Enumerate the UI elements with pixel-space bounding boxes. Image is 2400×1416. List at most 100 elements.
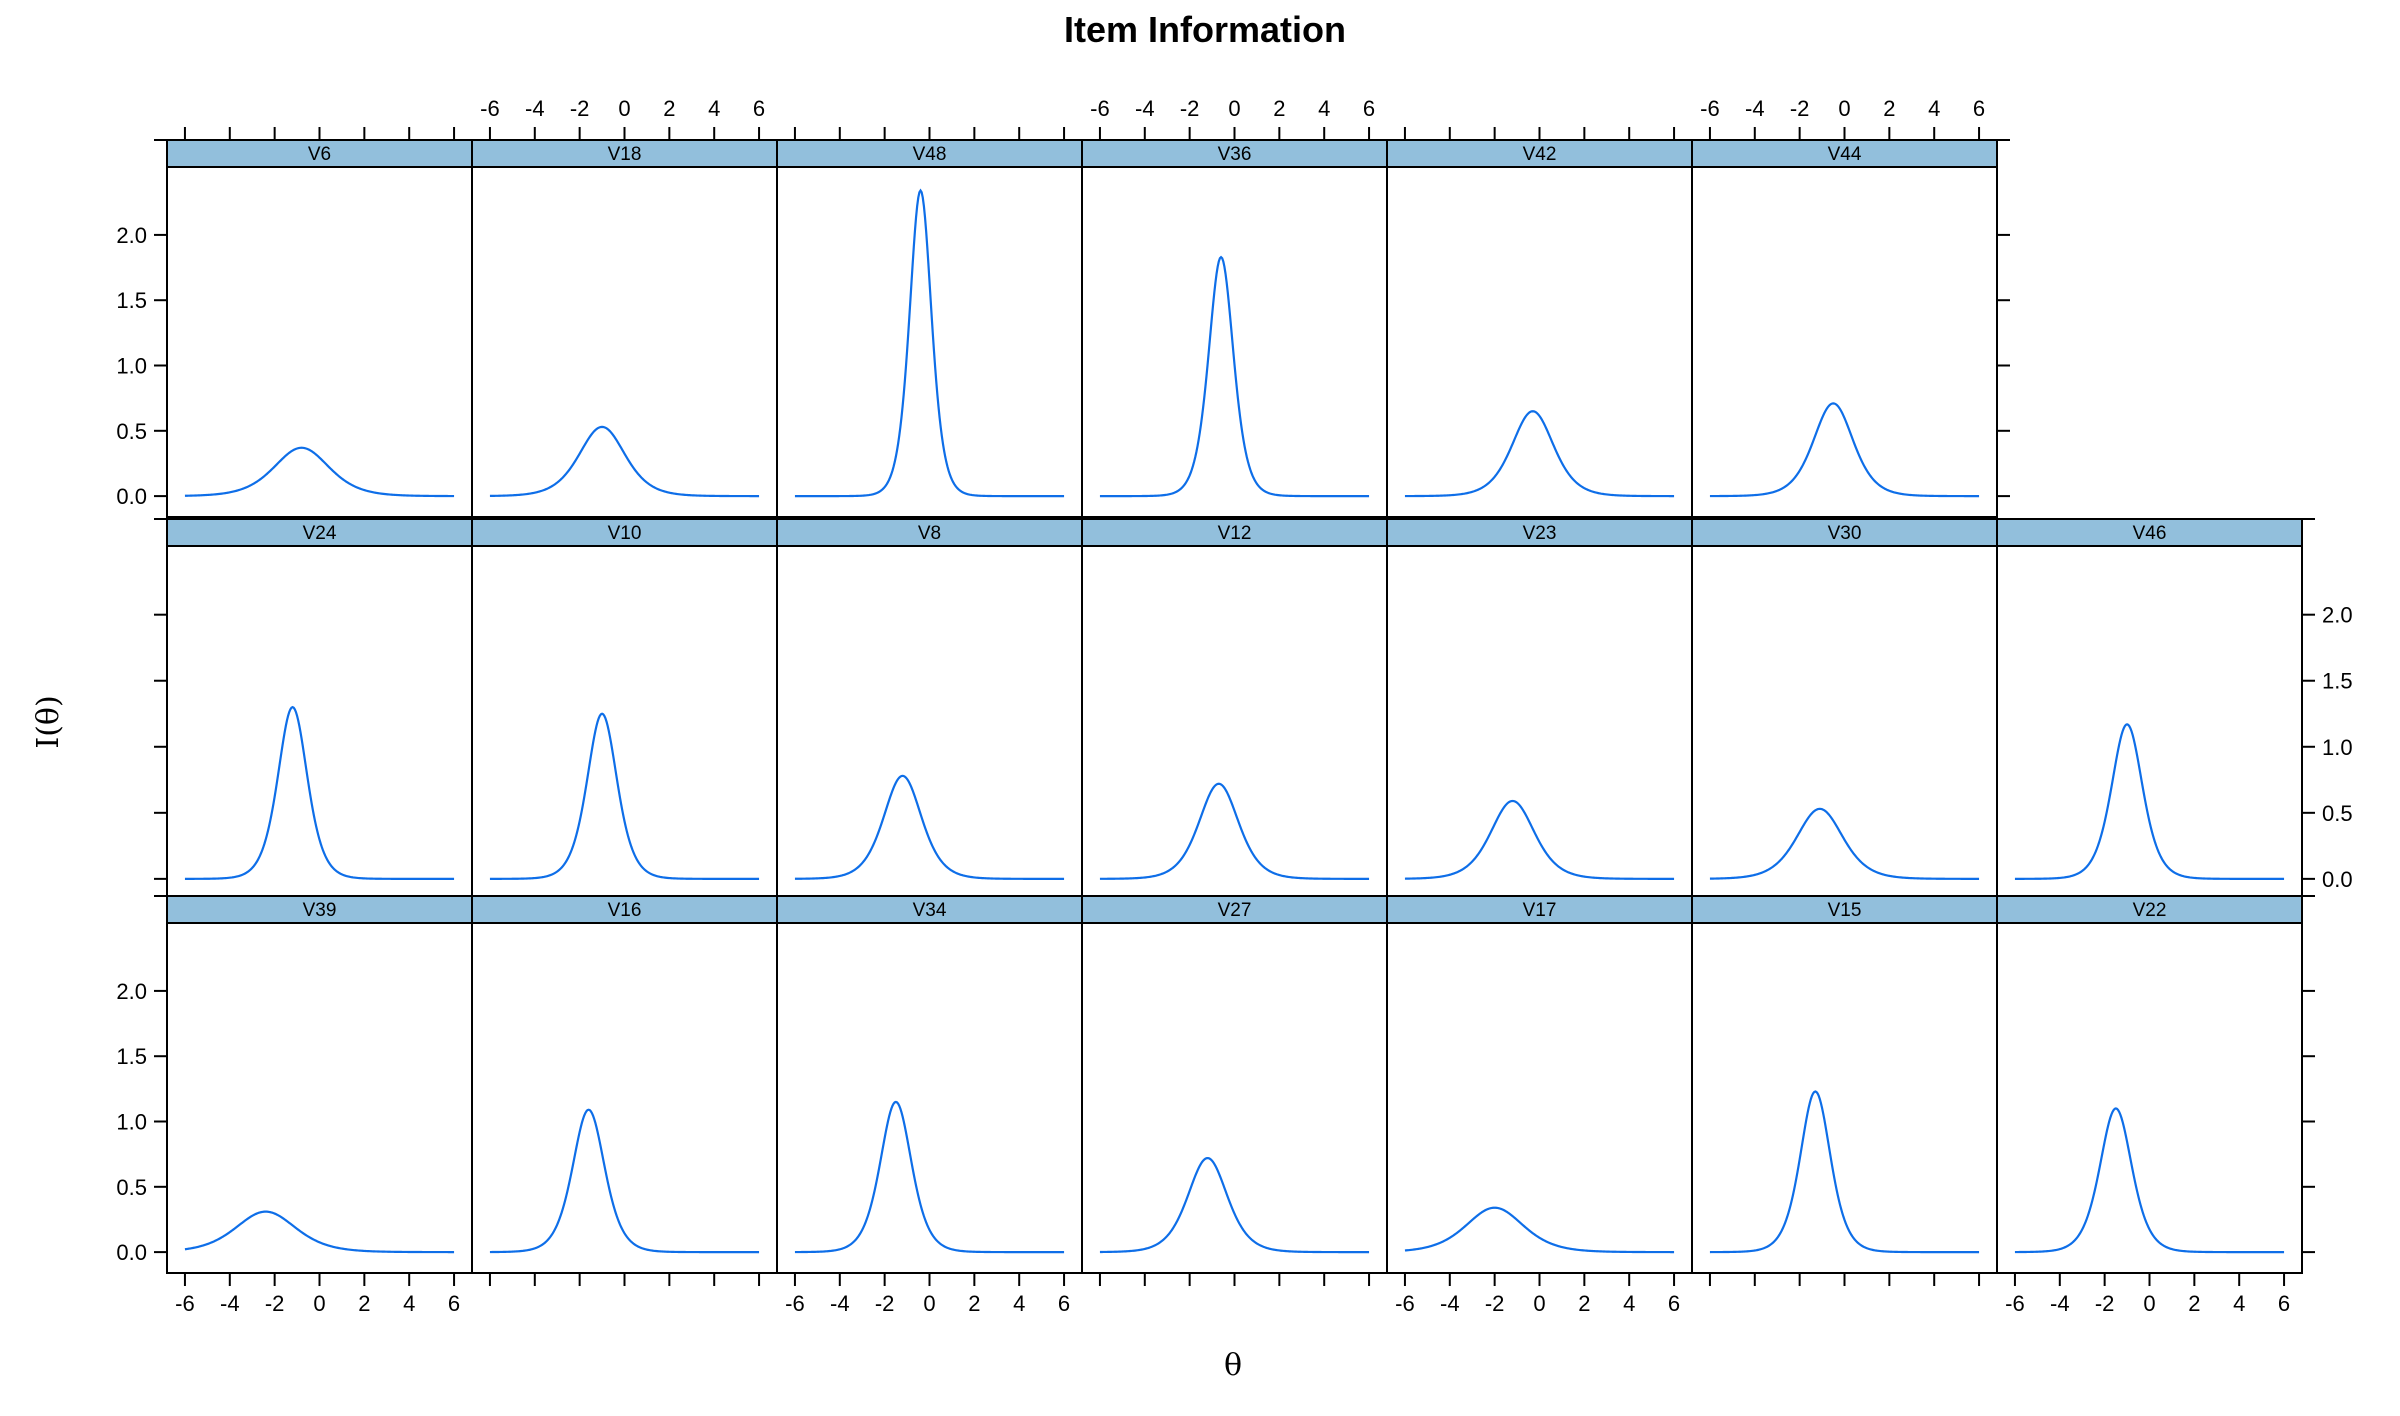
panel-v27: V27: [1081, 895, 1388, 1286]
series-line-v18: [489, 425, 760, 498]
panel-frame: [166, 166, 473, 518]
x-tick-label: 4: [1318, 96, 1330, 121]
panel-strip: [1691, 518, 1998, 547]
x-tick-label: -6: [785, 1291, 805, 1316]
x-tick-label: -4: [1440, 1291, 1460, 1316]
panel-v34: V34 -6 -4 -2 0 2 4 6: [776, 895, 1083, 1316]
series-line-v24: [184, 705, 455, 880]
panel-v8: V8: [776, 518, 1083, 901]
panel-frame: [1996, 545, 2303, 901]
panel-v18: V18 -6 -4 -2 0 2 4 6: [471, 96, 778, 518]
y-tick-label: 1.5: [2322, 669, 2353, 694]
panel-strip-label: V36: [1218, 144, 1252, 165]
x-tick-label: -2: [570, 96, 590, 121]
panel-strip-label: V23: [1523, 523, 1557, 544]
panel-frame: [1691, 166, 1998, 518]
x-tick-label: 4: [708, 96, 720, 121]
y-tick-label: 2.0: [116, 223, 147, 248]
panel-strip-label: V10: [608, 523, 642, 544]
panel-strip-label: V44: [1828, 144, 1862, 165]
panel-v12: V12: [1081, 518, 1388, 901]
panel-strip-label: V42: [1523, 144, 1557, 165]
series-line-v15: [1709, 1090, 1980, 1254]
panel-v46: V46: [1996, 518, 2303, 901]
y-tick-label: 1.5: [116, 1044, 147, 1069]
x-tick-label: 4: [1623, 1291, 1635, 1316]
series-line-v10: [489, 712, 760, 880]
chart-title: Item Information: [1064, 9, 1346, 50]
panel-strip: [776, 518, 1083, 547]
y-tick-label: 1.0: [116, 354, 147, 379]
x-tick-label: 4: [1928, 96, 1940, 121]
panel-frame: [776, 166, 1083, 518]
x-tick-label: -4: [1135, 96, 1155, 121]
x-tick-label: -6: [1700, 96, 1720, 121]
x-tick-label: -2: [1180, 96, 1200, 121]
panel-strip-label: V18: [608, 144, 642, 165]
panel-v17: V17 -6 -4 -2 0 2 4 6: [1386, 895, 1693, 1316]
x-tick-label: -2: [1485, 1291, 1505, 1316]
x-tick-label: -2: [265, 1291, 285, 1316]
panel-frame: [471, 166, 778, 518]
panel-frame: [1081, 166, 1388, 518]
x-tick-label: 2: [968, 1291, 980, 1316]
x-tick-label: 0: [2143, 1291, 2155, 1316]
panel-frame: [776, 922, 1083, 1274]
x-tick-label: 2: [1273, 96, 1285, 121]
x-tick-label: -4: [220, 1291, 240, 1316]
y-tick-label: 0.0: [116, 484, 147, 509]
series-line-v22: [2014, 1107, 2285, 1254]
series-line-v30: [1709, 807, 1980, 880]
y-tick-label: 0.0: [116, 1240, 147, 1265]
x-tick-label: 0: [1533, 1291, 1545, 1316]
panel-v44: V44 -6 -4 -2 0 2 4 6: [1691, 96, 1998, 518]
series-line-v36: [1099, 255, 1370, 498]
x-tick-label: 6: [1363, 96, 1375, 121]
series-line-v39: [184, 1210, 455, 1254]
panel-strip: [1081, 518, 1388, 547]
panel-v10: V10: [471, 518, 778, 901]
panel-frame: [166, 545, 473, 901]
panel-frame: [1386, 166, 1693, 518]
series-line-v44: [1709, 402, 1980, 498]
panel-strip: [1691, 139, 1998, 168]
panel-strip-label: V34: [913, 900, 947, 921]
x-tick-label: -2: [2095, 1291, 2115, 1316]
y-tick-label: 1.5: [116, 288, 147, 313]
x-tick-label: 0: [923, 1291, 935, 1316]
x-tick-label: 6: [753, 96, 765, 121]
panel-strip-label: V24: [303, 523, 337, 544]
panel-strip: [471, 518, 778, 547]
panel-v36: V36 -6 -4 -2 0 2 4 6: [1081, 96, 1388, 518]
series-line-v12: [1099, 782, 1370, 880]
panel-v30: V30: [1691, 518, 1998, 901]
x-tick-label: 4: [2233, 1291, 2245, 1316]
x-tick-label: 2: [358, 1291, 370, 1316]
series-line-v27: [1099, 1156, 1370, 1254]
panel-strip: [166, 895, 473, 924]
y-tick-label: 1.0: [2322, 735, 2353, 760]
x-tick-label: -4: [525, 96, 545, 121]
panel-frame: [471, 545, 778, 901]
x-tick-label: 0: [313, 1291, 325, 1316]
panel-v39: V39 -6 -4 -2 0 2 4 6: [166, 895, 473, 1316]
panel-strip-label: V27: [1218, 900, 1252, 921]
panel-frame: [1386, 922, 1693, 1274]
x-tick-label: 6: [1668, 1291, 1680, 1316]
panel-frame: [776, 545, 1083, 901]
x-tick-label: 4: [403, 1291, 415, 1316]
series-line-v34: [794, 1100, 1065, 1254]
y-tick-label: 0.5: [116, 419, 147, 444]
x-tick-label: -6: [1395, 1291, 1415, 1316]
panel-frame: [1081, 545, 1388, 901]
panel-strip-label: V16: [608, 900, 642, 921]
panel-frame: [1996, 922, 2303, 1274]
y-axis-label: I(θ): [31, 695, 66, 748]
panel-strip-label: V30: [1828, 523, 1862, 544]
x-tick-label: -6: [2005, 1291, 2025, 1316]
panel-strip-label: V12: [1218, 523, 1252, 544]
panel-strip-label: V6: [308, 144, 331, 165]
x-tick-label: -4: [830, 1291, 850, 1316]
